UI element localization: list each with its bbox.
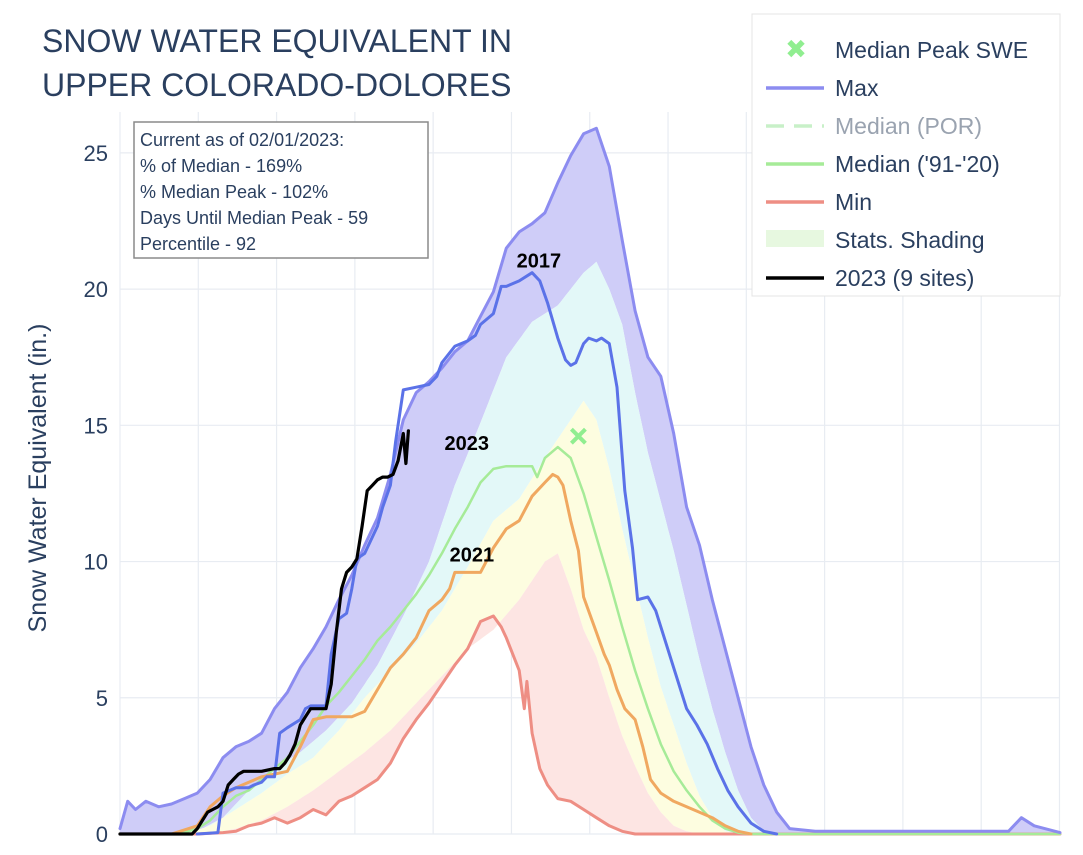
legend-label-2023: 2023 (9 sites) (835, 265, 974, 291)
info-box-line-4: Days Until Median Peak - 59 (140, 208, 368, 228)
y-tick-label: 15 (84, 413, 108, 438)
median-peak-marker[interactable] (569, 427, 587, 445)
series-line-max[interactable] (118, 126, 1062, 835)
legend-label-median-por: Median (POR) (835, 113, 982, 139)
y-tick-label: 10 (84, 550, 108, 575)
legend-item-min[interactable]: Min (766, 189, 872, 215)
chart-title-line-2: UPPER COLORADO-DOLORES (42, 67, 511, 103)
series-line-median[interactable] (118, 445, 1062, 836)
annotations: 2017 2023 2021 (444, 250, 561, 566)
series-line-y2021[interactable] (170, 472, 753, 836)
band-p30-to-min (120, 553, 1060, 834)
legend-label-stats-shading: Stats. Shading (835, 227, 985, 253)
legend-item-median-91-20[interactable]: Median ('91-'20) (766, 151, 1000, 177)
x-marker-icon: ✖ (785, 34, 807, 64)
annotation-2017: 2017 (517, 250, 562, 272)
annotation-2023: 2023 (444, 433, 489, 455)
legend-item-2023[interactable]: 2023 (9 sites) (766, 265, 974, 291)
series-line-y2017[interactable] (195, 271, 779, 836)
legend-label-median-peak: Median Peak SWE (835, 37, 1028, 63)
info-box-line-2: % of Median - 169% (140, 156, 302, 176)
info-box-frame (133, 121, 429, 259)
series-lines (118, 126, 1062, 836)
y-axis-label: Snow Water Equivalent (in.) (24, 324, 52, 633)
band-p90-to-p70 (120, 261, 1060, 834)
markers (569, 427, 587, 445)
legend-label-median-91-20: Median ('91-'20) (835, 151, 1000, 177)
info-box-line-5: Percentile - 92 (140, 234, 256, 254)
legend-item-median-por[interactable]: Median (POR) (766, 113, 982, 139)
legend-item-stats-shading[interactable]: Stats. Shading (766, 227, 985, 253)
legend-frame (751, 13, 1061, 297)
y-tick-label: 5 (96, 686, 108, 711)
legend[interactable]: ✖ Median Peak SWE Max Median (POR) Media… (751, 13, 1061, 297)
y-tick-label: 25 (84, 141, 108, 166)
legend-label-min: Min (835, 189, 872, 215)
y-axis: 0 5 10 15 20 25 (84, 141, 108, 847)
band-max-to-p90 (120, 128, 1060, 835)
legend-item-max[interactable]: Max (766, 75, 879, 101)
legend-label-max: Max (835, 75, 879, 101)
annotation-2021: 2021 (450, 545, 495, 567)
info-box-line-3: % Median Peak - 102% (140, 182, 328, 202)
y-tick-label: 20 (84, 277, 108, 302)
chart-title-line-1: SNOW WATER EQUIVALENT IN (42, 23, 512, 59)
legend-item-median-peak[interactable]: ✖ Median Peak SWE (785, 34, 1028, 64)
series-line-y2023[interactable] (118, 429, 410, 836)
legend-swatch-stats-shading (766, 230, 824, 247)
y-tick-label: 0 (96, 822, 108, 847)
info-box: Current as of 02/01/2023: % of Median - … (133, 121, 429, 259)
series-line-min[interactable] (118, 614, 1062, 836)
info-box-line-1: Current as of 02/01/2023: (140, 130, 344, 150)
